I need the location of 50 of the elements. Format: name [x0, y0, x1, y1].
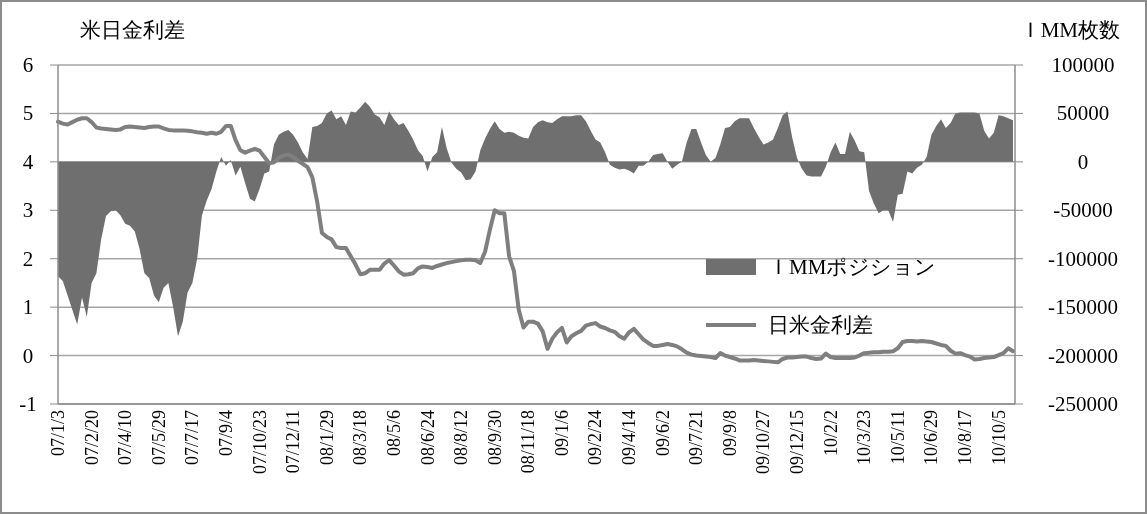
x-tick-label: 07/12/11 — [283, 410, 304, 474]
y2-tick-label: -250000 — [1048, 392, 1118, 416]
x-tick-label: 09/7/21 — [686, 410, 707, 466]
x-tick-label: 08/1/29 — [316, 410, 337, 466]
y2-tick-label: 50000 — [1056, 101, 1110, 126]
y-tick-label: 2 — [22, 246, 34, 271]
x-tick-label: 08/6/24 — [417, 410, 438, 466]
x-tick-label: 10/8/17 — [955, 410, 976, 466]
legend-label: 日米金利差 — [768, 313, 873, 337]
x-tick-label: 10/5/11 — [887, 410, 908, 465]
y2-tick-label: -50000 — [1053, 198, 1113, 223]
x-tick-label: 09/2/24 — [585, 410, 606, 466]
x-tick-label: 07/1/3 — [48, 410, 68, 457]
y2-axis-title: ＩMM枚数 — [1019, 18, 1120, 42]
y2-tick-label: 0 — [1077, 149, 1089, 174]
x-tick-label: 07/10/23 — [249, 410, 270, 475]
y-tick-label: 5 — [22, 101, 34, 126]
x-tick-label: 08/3/18 — [350, 410, 371, 466]
x-tick-label: 07/2/20 — [81, 410, 102, 466]
x-tick-label: 08/11/18 — [518, 410, 539, 474]
y-tick-label: 4 — [22, 149, 34, 174]
x-tick-label: 08/9/30 — [484, 410, 505, 466]
y-tick-label: -1 — [19, 392, 37, 416]
x-tick-label: 07/7/17 — [182, 410, 203, 466]
x-tick-label: 10/6/29 — [921, 410, 942, 466]
x-tick-label: 09/12/15 — [787, 410, 808, 475]
x-tick-label: 09/1/6 — [551, 410, 572, 457]
y2-tick-label: -150000 — [1048, 295, 1118, 320]
y2-tick-label: -100000 — [1048, 246, 1118, 271]
x-tick-label: 09/10/27 — [753, 410, 774, 475]
x-tick-label: 10/10/5 — [988, 410, 1009, 466]
x-tick-label: 09/4/14 — [619, 410, 640, 466]
y-axis-title: 米日金利差 — [80, 18, 185, 42]
y2-tick-label: -200000 — [1048, 343, 1118, 368]
x-tick-label: 07/5/29 — [148, 410, 169, 466]
x-tick-label: 07/9/4 — [215, 410, 236, 457]
line-series — [56, 116, 1015, 365]
x-tick-label: 09/6/2 — [652, 410, 673, 457]
x-tick-label: 08/5/6 — [383, 410, 404, 457]
x-tick-label: 10/2/2 — [820, 410, 841, 457]
legend-label: ＩMMポジション — [768, 255, 937, 279]
y-tick-label: 0 — [22, 343, 34, 368]
y-tick-label: 6 — [22, 53, 34, 77]
x-tick-label: 09/9/8 — [719, 410, 740, 457]
x-tick-label: 07/4/10 — [115, 410, 136, 466]
y2-tick-label: 100000 — [1051, 53, 1115, 77]
x-tick-label: 08/8/12 — [451, 410, 472, 466]
y-tick-label: 1 — [22, 295, 34, 320]
y-tick-label: 3 — [22, 198, 34, 223]
x-tick-label: 10/3/23 — [854, 410, 875, 466]
